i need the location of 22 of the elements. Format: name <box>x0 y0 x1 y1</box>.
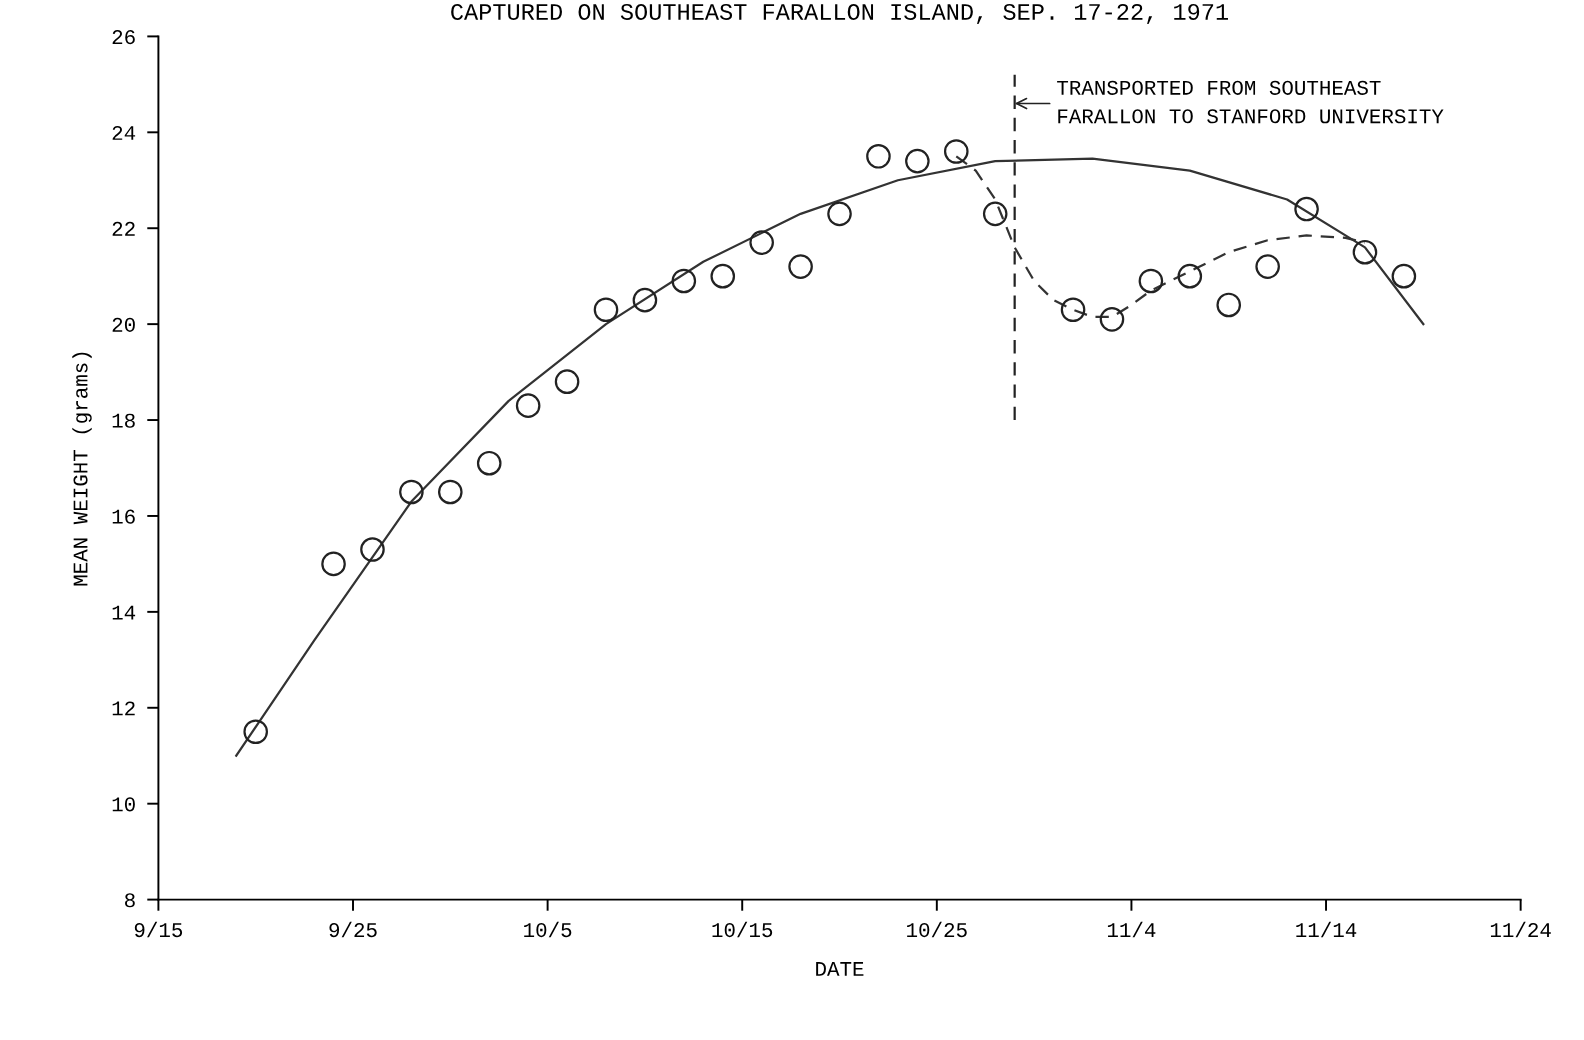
y-tick-label: 24 <box>112 125 136 140</box>
x-tick-label: 11/4 <box>1107 921 1156 938</box>
annotation: TRANSPORTED FROM SOUTHEAST FARALLON TO STANFORD UNIVERSITY <box>1057 80 1444 124</box>
y-tick-label: 22 <box>112 221 135 236</box>
y-tick-label: 16 <box>112 509 135 524</box>
y-tick-label: 20 <box>112 317 135 332</box>
y-axis-title: MEAN WEIGHT (grams) <box>72 352 92 586</box>
y-tick-label: 14 <box>112 605 136 620</box>
x-axis-title: DATE <box>816 962 864 976</box>
y-tick-label: 18 <box>112 413 135 428</box>
x-tick-label: 11/14 <box>1296 921 1357 938</box>
x-tick-label: 9/25 <box>329 921 377 938</box>
chart-title: CAPTURED ON SOUTHEAST FARALLON ISLAND, SEP. 17-22, 1971 <box>451 3 1228 24</box>
x-tick-label: 10/25 <box>907 921 967 938</box>
x-tick-label: 9/15 <box>134 921 183 938</box>
y-tick-label: 8 <box>125 893 135 908</box>
y-tick-label: 10 <box>112 797 135 812</box>
x-tick-label: 11/24 <box>1490 921 1551 938</box>
y-tick-label: 12 <box>112 701 135 716</box>
x-tick-label: 10/5 <box>524 921 572 938</box>
y-tick-label: 26 <box>112 30 135 45</box>
x-tick-label: 10/15 <box>712 921 773 938</box>
